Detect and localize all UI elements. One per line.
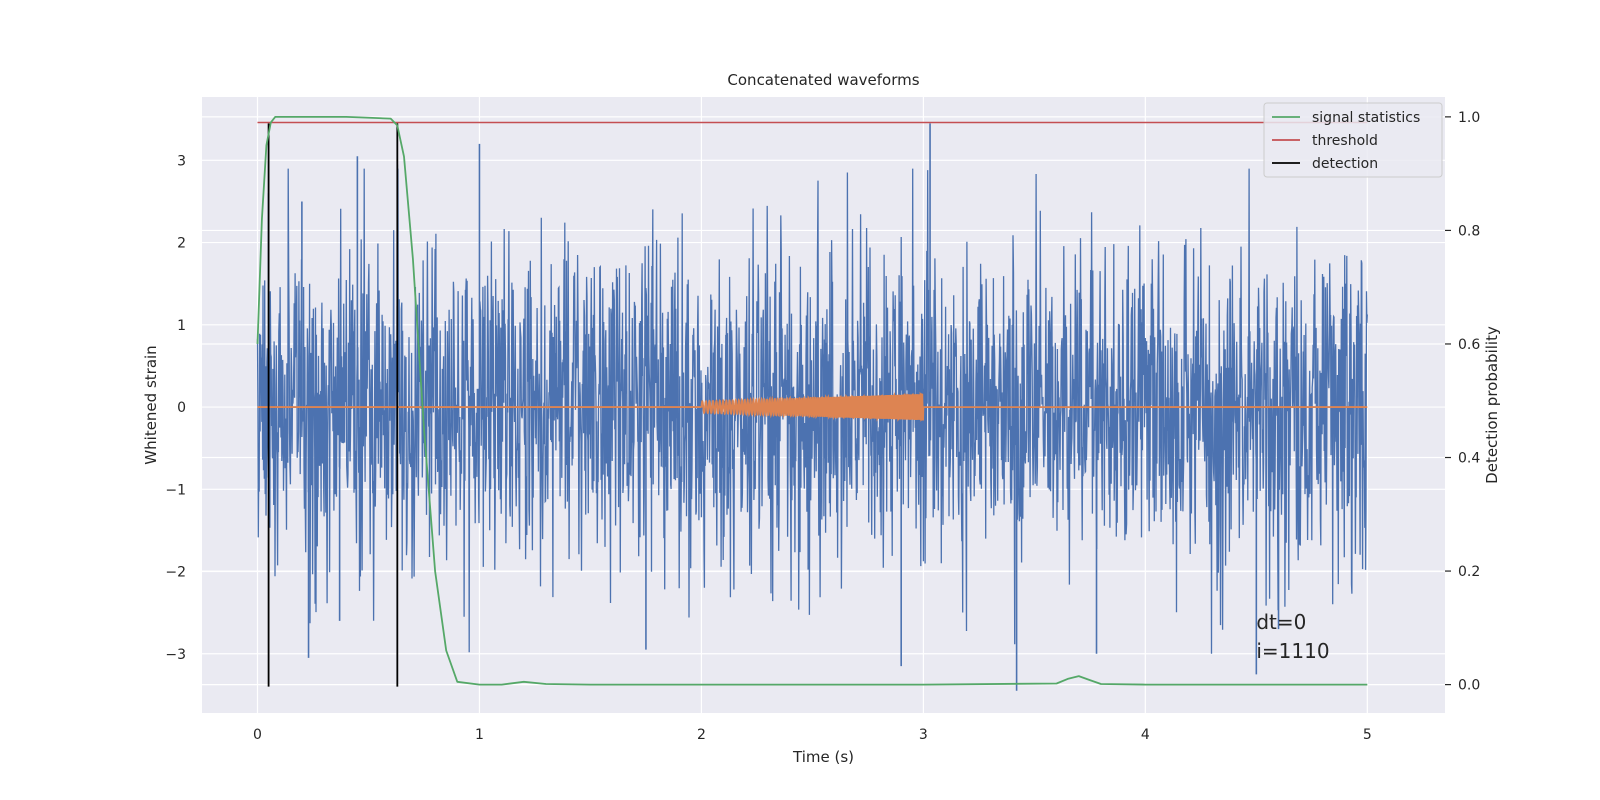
right-y-tick-label: 0.4 bbox=[1458, 451, 1480, 467]
y-axis-label: Whitened strain bbox=[142, 345, 160, 464]
x-tick-label: 4 bbox=[1141, 727, 1150, 743]
legend-label-detection: detection bbox=[1312, 156, 1378, 172]
series-layer bbox=[256, 116, 1368, 691]
right-y-tick-label: 0.8 bbox=[1458, 223, 1480, 239]
y-tick-label: 3 bbox=[177, 153, 186, 169]
x-axis-label: Time (s) bbox=[792, 748, 854, 766]
y-tick-label: −1 bbox=[165, 482, 186, 498]
signal-statistics-line bbox=[256, 116, 1368, 686]
right-y-tick-label: 0.6 bbox=[1458, 337, 1480, 353]
right-y-tick-label: 1.0 bbox=[1458, 110, 1480, 126]
legend-label-signal-statistics: signal statistics bbox=[1312, 110, 1420, 126]
right-y-axis-label: Detection probability bbox=[1483, 326, 1501, 484]
x-tick-label: 1 bbox=[475, 727, 484, 743]
annotation-iteration: i=1110 bbox=[1256, 639, 1329, 663]
right-y-tick-label: 0.2 bbox=[1458, 564, 1480, 580]
y-tick-label: 2 bbox=[177, 236, 186, 252]
y-tick-label: 1 bbox=[177, 318, 186, 334]
y-tick-label: −3 bbox=[165, 647, 186, 663]
legend: signal statistics threshold detection bbox=[1263, 102, 1443, 178]
annotation-dt: dt=0 bbox=[1256, 610, 1306, 634]
y-tick-label: 0 bbox=[177, 400, 186, 416]
ticks-layer: 0 1 2 3 4 5 −3 −2 −1 0 1 2 3 0.0 0.2 0.4 0.6 0.8 1.0 bbox=[165, 110, 1480, 743]
chart-title: Concatenated waveforms bbox=[727, 71, 919, 89]
legend-box bbox=[1263, 102, 1443, 178]
x-tick-label: 2 bbox=[697, 727, 706, 743]
legend-label-threshold: threshold bbox=[1312, 133, 1378, 149]
y-tick-label: −2 bbox=[165, 565, 186, 581]
injected-waveform-line bbox=[257, 391, 1368, 422]
x-tick-label: 0 bbox=[253, 727, 262, 743]
x-tick-label: 3 bbox=[919, 727, 928, 743]
x-tick-label: 5 bbox=[1363, 727, 1372, 743]
right-y-tick-label: 0.0 bbox=[1458, 678, 1480, 694]
